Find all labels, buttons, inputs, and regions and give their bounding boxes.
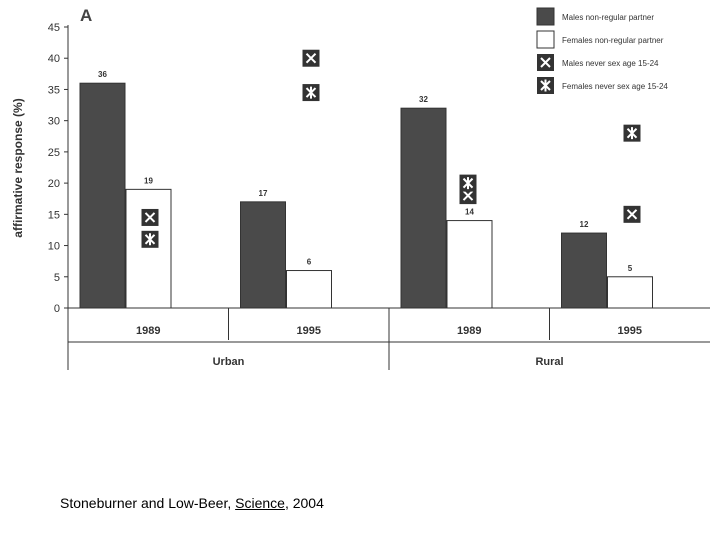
y-tick-label: 40 xyxy=(48,53,60,65)
y-tick-label: 5 xyxy=(54,272,60,284)
x-tick-label-year: 1989 xyxy=(457,325,481,337)
panel-label: A xyxy=(80,6,92,25)
marker-females-never-sex xyxy=(141,230,159,248)
bar-females-non-regular-partner xyxy=(286,270,332,309)
legend-swatch xyxy=(536,7,555,26)
y-tick-label: 0 xyxy=(54,303,60,315)
bar-value-label: 36 xyxy=(98,70,107,79)
marker-females-never-sex xyxy=(623,124,641,142)
bar-females-non-regular-partner xyxy=(607,276,653,309)
marker-females-never-sex-glyph xyxy=(626,127,638,140)
legend-label: Females never sex age 15-24 xyxy=(562,82,668,91)
bar-value-label: 32 xyxy=(419,95,428,104)
bar-value-label: 14 xyxy=(465,208,474,217)
y-tick-label: 30 xyxy=(48,116,60,128)
legend-marker-glyph xyxy=(540,57,551,68)
x-tick-label-year: 1995 xyxy=(297,325,321,337)
legend-marker xyxy=(537,77,554,94)
y-tick-label: 35 xyxy=(48,84,60,96)
marker-females-never-sex-glyph xyxy=(462,177,474,190)
y-tick-label: 20 xyxy=(48,178,60,190)
marker-females-never-sex-glyph xyxy=(305,86,317,99)
citation-journal[interactable]: Science xyxy=(235,495,285,511)
legend-label: Males never sex age 15-24 xyxy=(562,59,659,68)
marker-males-never-sex-glyph xyxy=(626,209,638,220)
bar-females-non-regular-partner xyxy=(446,220,493,309)
y-axis-label: affirmative response (%) xyxy=(11,98,25,237)
bar-males-non-regular-partner xyxy=(400,107,447,309)
legend-label: Males non-regular partner xyxy=(562,13,654,22)
bar-value-label: 19 xyxy=(144,176,153,185)
y-tick-label: 25 xyxy=(48,147,60,159)
marker-females-never-sex xyxy=(302,84,320,102)
marker-males-never-sex xyxy=(623,205,641,223)
marker-females-never-sex xyxy=(459,174,477,192)
x-tick-label-year: 1989 xyxy=(136,325,160,337)
citation: Stoneburner and Low-Beer, Science, 2004 xyxy=(60,495,324,511)
legend-swatch xyxy=(536,30,555,49)
marker-males-never-sex-glyph xyxy=(462,190,474,201)
citation-year: , 2004 xyxy=(284,495,324,511)
y-tick-label: 45 xyxy=(48,22,60,34)
legend-marker-glyph xyxy=(540,79,551,92)
y-tick-label: 10 xyxy=(48,241,60,253)
bar-value-label: 6 xyxy=(307,258,312,267)
bar-females-non-regular-partner xyxy=(125,188,172,309)
x-group-label: Rural xyxy=(535,356,563,368)
marker-males-never-sex-glyph xyxy=(144,212,156,223)
legend-marker xyxy=(537,54,554,71)
bar-chart: A 0 5 10 15 20 25 30 35 40 45 affirmative response … xyxy=(11,6,710,370)
marker-males-never-sex xyxy=(141,208,159,226)
marker-males-never-sex-glyph xyxy=(305,53,317,64)
y-tick-label: 15 xyxy=(48,209,60,221)
x-group-label: Urban xyxy=(213,356,245,368)
bar-value-label: 17 xyxy=(259,189,268,198)
bar-males-non-regular-partner xyxy=(79,82,126,309)
bar-value-label: 5 xyxy=(628,264,633,273)
citation-authors: Stoneburner and Low-Beer, xyxy=(60,495,236,511)
bar-males-non-regular-partner xyxy=(561,232,607,309)
x-tick-label-year: 1995 xyxy=(618,325,642,337)
bar-males-non-regular-partner xyxy=(240,201,286,309)
marker-females-never-sex-glyph xyxy=(144,233,156,246)
bar-value-label: 12 xyxy=(580,220,589,229)
marker-males-never-sex xyxy=(302,49,320,67)
legend-label: Females non-regular partner xyxy=(562,36,664,45)
